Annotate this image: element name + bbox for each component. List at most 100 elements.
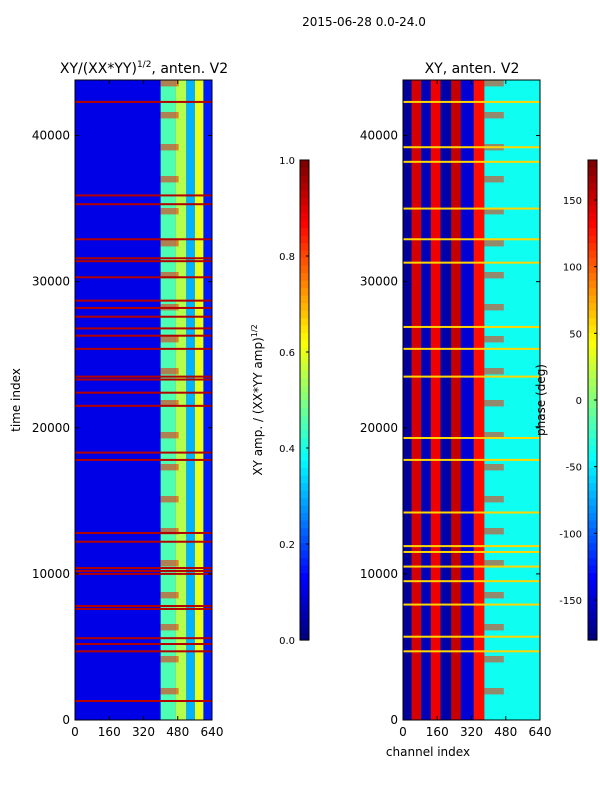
heatmap-flagged-row [75, 458, 212, 461]
heatmap-flagged-row [403, 347, 540, 350]
colorbar-tick-label: -150 [559, 596, 582, 607]
heatmap-flagged-row [75, 391, 212, 394]
heatmap-texture-cell [484, 432, 504, 439]
colorbar-segment [300, 205, 309, 214]
colorbar-segment [300, 355, 309, 364]
colorbar-segment [588, 280, 597, 289]
amplitude-y-axis-label: time index [9, 368, 23, 432]
colorbar-segment [300, 317, 309, 326]
x-tick-label: 0 [399, 725, 407, 739]
colorbar-segment [588, 542, 597, 551]
colorbar-segment [300, 490, 309, 499]
colorbar-segment [588, 182, 597, 191]
colorbar-segment [300, 220, 309, 229]
colorbar-segment [588, 602, 597, 611]
x-tick-label: 160 [426, 725, 449, 739]
heatmap-texture-cell [484, 368, 504, 375]
heatmap-texture-cell [484, 496, 504, 503]
heatmap-texture-cell [160, 272, 179, 279]
colorbar-segment [300, 527, 309, 536]
heatmap-texture-cell [484, 528, 504, 535]
colorbar-amplitude: 0.0 0.2 0.4 0.6 0.8 1.0 XY amp. / (XX*YY amp)… [250, 156, 310, 647]
heatmap-flagged-row [75, 637, 212, 640]
heatmap-flagged-row [75, 531, 212, 534]
colorbar-segment [300, 572, 309, 581]
colorbar-segment [588, 407, 597, 416]
heatmap-flagged-row [75, 404, 212, 407]
heatmap-flagged-row [75, 607, 212, 610]
heatmap-texture-cell [484, 464, 504, 471]
heatmap-texture-cell [160, 528, 179, 535]
colorbar-segment [300, 287, 309, 296]
colorbar-segment [300, 445, 309, 454]
heatmap-texture-cell [160, 144, 179, 151]
heatmap-texture-cell [484, 336, 504, 343]
colorbar-segment [588, 272, 597, 281]
colorbar-segment [300, 235, 309, 244]
heatmap-flagged-row [75, 276, 212, 279]
heatmap-flagged-row [75, 572, 212, 575]
colorbar-segment [300, 557, 309, 566]
colorbar-segment [588, 482, 597, 491]
amplitude-colorbar-label: XY amp. / (XX*YY amp)1/2 [250, 324, 265, 475]
colorbar-segment [300, 340, 309, 349]
colorbar-segment [300, 257, 309, 266]
heatmap-flagged-row [403, 100, 540, 103]
colorbar-segment [588, 497, 597, 506]
colorbar-segment [300, 452, 309, 461]
panel-phase: XY, anten. V2 0 160 320 480 640 0 10000 20000 3… [360, 61, 552, 759]
heatmap-texture-cell [160, 400, 179, 407]
colorbar-tick-label: 0 [576, 396, 582, 407]
y-tick-label: 10000 [32, 567, 70, 581]
colorbar-segment [300, 272, 309, 281]
heatmap-flagged-row [75, 569, 212, 572]
x-tick-label: 160 [98, 725, 121, 739]
heatmap-flagged-row [403, 436, 540, 439]
colorbar-segment [588, 220, 597, 229]
heatmap-texture-cell [160, 624, 179, 631]
heatmap-column-band [186, 80, 195, 720]
colorbar-segment [300, 227, 309, 236]
colorbar-segment [588, 197, 597, 206]
colorbar-segment [588, 430, 597, 439]
y-tick-label: 20000 [360, 421, 398, 435]
heatmap-texture-cell [484, 400, 504, 407]
colorbar-segment [588, 362, 597, 371]
colorbar-segment [300, 310, 309, 319]
heatmap-texture-cell [484, 176, 504, 183]
colorbar-segment [300, 295, 309, 304]
amplitude-colorbar-label-exponent: 1/2 [250, 324, 259, 337]
colorbar-tick-label: 0.4 [279, 444, 295, 455]
heatmap-texture-cell [484, 688, 504, 695]
colorbar-segment [300, 265, 309, 274]
colorbar-segment [300, 505, 309, 514]
colorbar-segment [588, 445, 597, 454]
colorbar-segment [588, 535, 597, 544]
colorbar-segment [588, 460, 597, 469]
colorbar-tick-label: 1.0 [279, 156, 295, 167]
heatmap-flagged-row [403, 160, 540, 163]
heatmap-flagged-row [75, 643, 212, 646]
colorbar-segment [300, 475, 309, 484]
colorbar-segment [588, 347, 597, 356]
colorbar-segment [300, 437, 309, 446]
heatmap-flagged-row [75, 306, 212, 309]
colorbar-segment [588, 617, 597, 626]
heatmap-texture-cell [484, 240, 504, 247]
colorbar-segment [300, 392, 309, 401]
amplitude-colorbar-ticks: 0.0 0.2 0.4 0.6 0.8 1.0 [279, 156, 309, 647]
heatmap-flagged-row [75, 700, 212, 703]
heatmap-flagged-row [403, 565, 540, 568]
x-tick-label: 320 [460, 725, 483, 739]
colorbar-segment [300, 535, 309, 544]
colorbar-segment [588, 167, 597, 176]
heatmap-texture-cell [484, 80, 504, 87]
colorbar-segment [300, 160, 309, 169]
colorbar-segment [588, 520, 597, 529]
phase-x-axis: 0 160 320 480 640 [399, 80, 551, 739]
colorbar-segment [588, 257, 597, 266]
heatmap-flagged-row [403, 458, 540, 461]
phase-y-axis: 0 10000 20000 30000 40000 [360, 129, 540, 727]
heatmap-flagged-row [75, 299, 212, 302]
colorbar-segment [588, 242, 597, 251]
